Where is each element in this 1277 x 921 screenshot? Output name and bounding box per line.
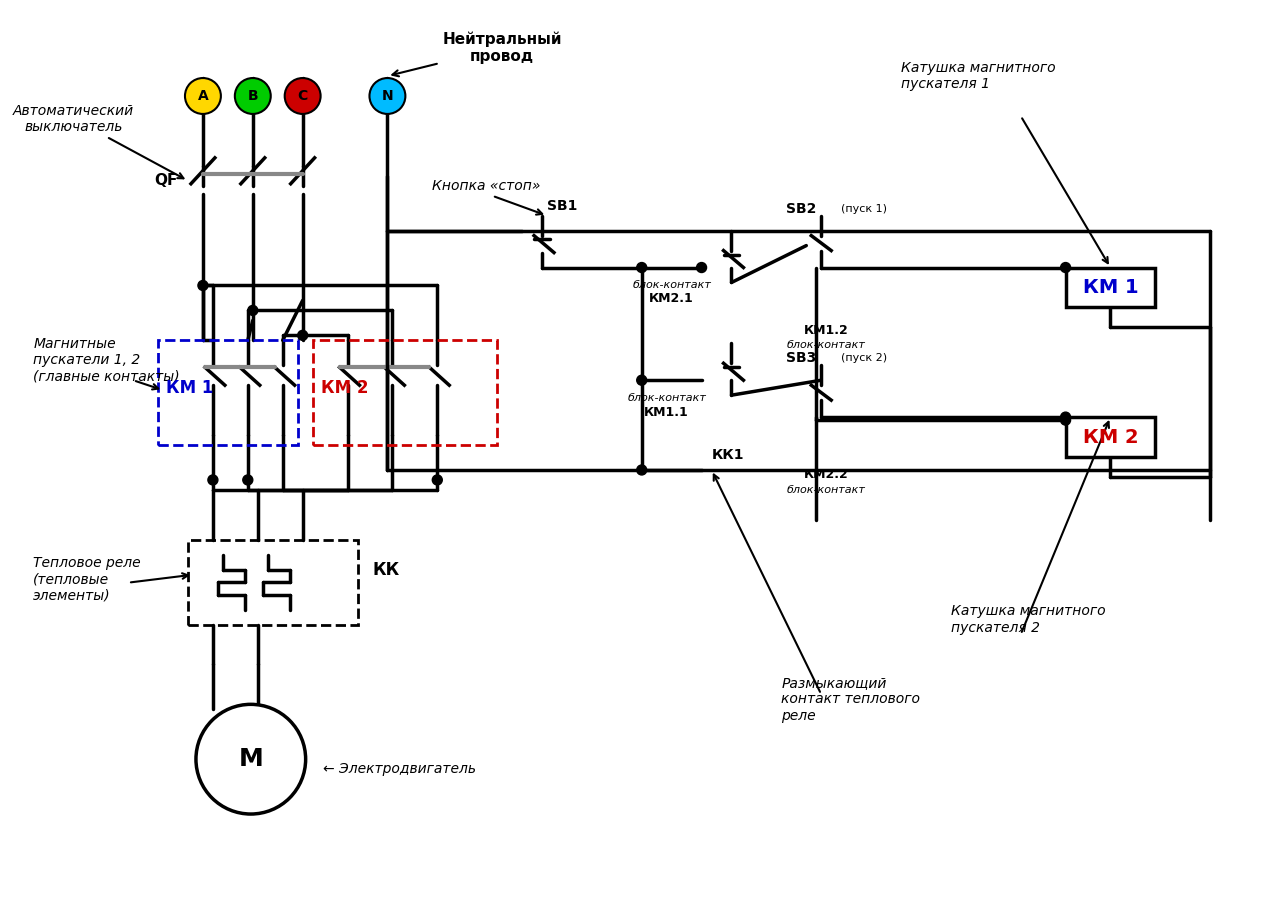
Text: блок-контакт: блок-контакт: [632, 281, 711, 290]
Text: блок-контакт: блок-контакт: [787, 341, 866, 350]
Circle shape: [637, 375, 646, 385]
Text: КМ 1: КМ 1: [1083, 278, 1138, 297]
Circle shape: [235, 78, 271, 114]
Text: Размыкающий
контакт теплового
реле: Размыкающий контакт теплового реле: [782, 676, 921, 723]
Circle shape: [696, 262, 706, 273]
Text: КМ 1: КМ 1: [166, 379, 213, 397]
Text: КМ2.1: КМ2.1: [649, 292, 693, 305]
Circle shape: [1061, 415, 1070, 426]
Text: ← Электродвигатель: ← Электродвигатель: [323, 763, 475, 776]
Text: Магнитные
пускатели 1, 2
(главные контакты): Магнитные пускатели 1, 2 (главные контак…: [33, 337, 180, 383]
Circle shape: [243, 475, 253, 485]
Text: КМ 2: КМ 2: [321, 379, 368, 397]
Circle shape: [1061, 262, 1070, 273]
Text: блок-контакт: блок-контакт: [627, 393, 706, 403]
Circle shape: [1061, 412, 1070, 422]
Text: Кнопка «стоп»: Кнопка «стоп»: [433, 179, 540, 192]
Circle shape: [369, 78, 405, 114]
Text: КМ1.1: КМ1.1: [645, 405, 690, 419]
Text: Катушка магнитного
пускателя 1: Катушка магнитного пускателя 1: [902, 61, 1056, 91]
Text: N: N: [382, 89, 393, 103]
Circle shape: [433, 475, 442, 485]
Text: SB1: SB1: [547, 199, 577, 213]
Text: КК1: КК1: [711, 448, 744, 462]
Text: М: М: [239, 747, 263, 771]
Text: КМ 2: КМ 2: [1083, 427, 1138, 447]
Circle shape: [208, 475, 218, 485]
Text: SB3: SB3: [787, 351, 816, 366]
Text: Катушка магнитного
пускателя 2: Катушка магнитного пускателя 2: [951, 604, 1106, 635]
Text: SB2: SB2: [785, 202, 816, 216]
Text: B: B: [248, 89, 258, 103]
Bar: [313, 341, 497, 445]
Text: QF: QF: [155, 173, 178, 188]
Text: КМ1.2: КМ1.2: [803, 324, 849, 337]
Text: Автоматический
выключатель: Автоматический выключатель: [13, 104, 184, 179]
Text: (пуск 2): (пуск 2): [842, 354, 888, 363]
Text: блок-контакт: блок-контакт: [787, 485, 866, 495]
Circle shape: [298, 331, 308, 341]
Circle shape: [185, 78, 221, 114]
Text: КМ2.2: КМ2.2: [803, 469, 849, 482]
Text: Тепловое реле
(тепловые
элементы): Тепловое реле (тепловые элементы): [33, 556, 140, 603]
Circle shape: [637, 262, 646, 273]
Text: КК: КК: [373, 561, 400, 578]
Circle shape: [285, 78, 321, 114]
Text: C: C: [298, 89, 308, 103]
Bar: [1065, 417, 1156, 457]
Circle shape: [195, 705, 305, 814]
Circle shape: [637, 465, 646, 475]
Circle shape: [248, 306, 258, 315]
Text: (пуск 1): (пуск 1): [842, 204, 888, 214]
Bar: [188, 540, 358, 624]
Bar: [1065, 267, 1156, 308]
Bar: [158, 341, 298, 445]
Text: Нейтральный
провод: Нейтральный провод: [392, 31, 562, 76]
Text: A: A: [198, 89, 208, 103]
Circle shape: [198, 281, 208, 290]
